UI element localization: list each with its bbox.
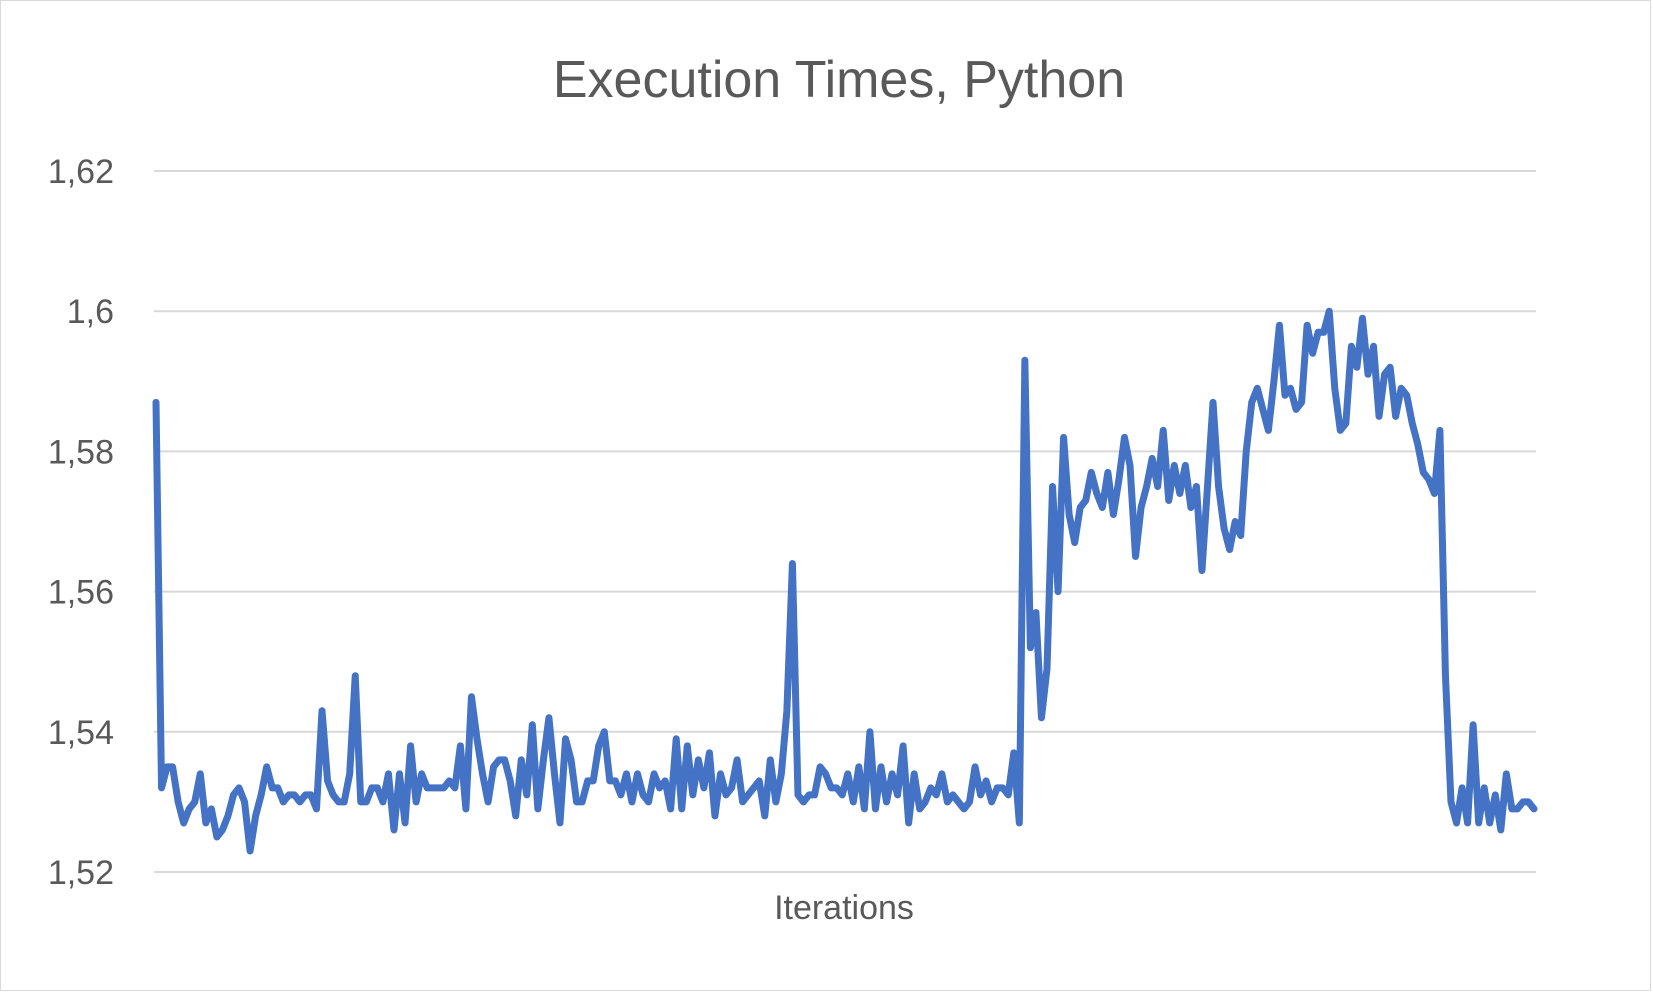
chart-title: Execution Times, Python	[553, 51, 1125, 109]
y-tick-label: 1,62	[48, 153, 114, 191]
y-tick-label: 1,56	[48, 574, 114, 612]
y-tick-label: 1,52	[48, 854, 114, 892]
x-axis-label: Iterations	[774, 889, 914, 927]
y-tick-label: 1,6	[67, 293, 114, 331]
y-tick-label: 1,54	[48, 714, 114, 752]
y-tick-label: 1,58	[48, 433, 114, 471]
y-axis-tick-labels: 1,52 1,54 1,56 1,58 1,6 1,62	[48, 153, 114, 892]
series-line	[152, 307, 1538, 855]
gridlines	[154, 170, 1536, 873]
series-layer	[152, 307, 1538, 855]
